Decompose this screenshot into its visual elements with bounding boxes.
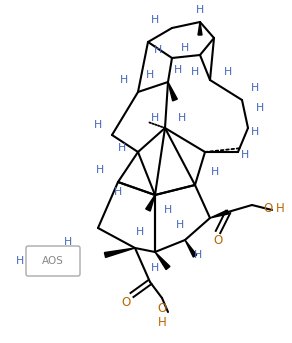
Text: H: H [276, 201, 284, 214]
Text: H: H [191, 67, 199, 77]
Text: H: H [151, 113, 159, 123]
Text: O: O [263, 201, 273, 214]
Text: O: O [213, 235, 223, 248]
Text: H: H [181, 43, 189, 53]
Text: H: H [194, 250, 202, 260]
Text: H: H [178, 113, 186, 123]
Text: H: H [256, 103, 264, 113]
Text: H: H [96, 165, 104, 175]
Text: H: H [136, 227, 144, 237]
Text: H: H [196, 5, 204, 15]
Text: H: H [164, 205, 172, 215]
Text: H: H [251, 127, 259, 137]
Text: H: H [120, 75, 128, 85]
Text: H: H [64, 237, 72, 247]
Text: H: H [154, 45, 162, 55]
Text: H: H [224, 67, 232, 77]
Text: H: H [118, 143, 126, 153]
Text: H: H [94, 120, 102, 130]
Text: H: H [16, 256, 24, 266]
Text: H: H [241, 150, 249, 160]
Text: H: H [151, 263, 159, 273]
Polygon shape [198, 22, 202, 35]
Polygon shape [146, 195, 155, 211]
Polygon shape [105, 248, 135, 258]
Text: H: H [251, 83, 259, 93]
FancyBboxPatch shape [26, 246, 80, 276]
Text: H: H [114, 187, 122, 197]
Text: O: O [157, 301, 167, 315]
Text: H: H [151, 15, 159, 25]
Polygon shape [168, 82, 177, 101]
Polygon shape [210, 210, 229, 218]
Polygon shape [155, 252, 170, 270]
Text: H: H [158, 316, 166, 329]
Text: O: O [121, 296, 131, 308]
Text: H: H [146, 70, 154, 80]
Text: H: H [211, 167, 219, 177]
Text: H: H [176, 220, 184, 230]
Polygon shape [185, 240, 197, 257]
Text: AOS: AOS [42, 256, 64, 266]
Text: H: H [174, 65, 182, 75]
